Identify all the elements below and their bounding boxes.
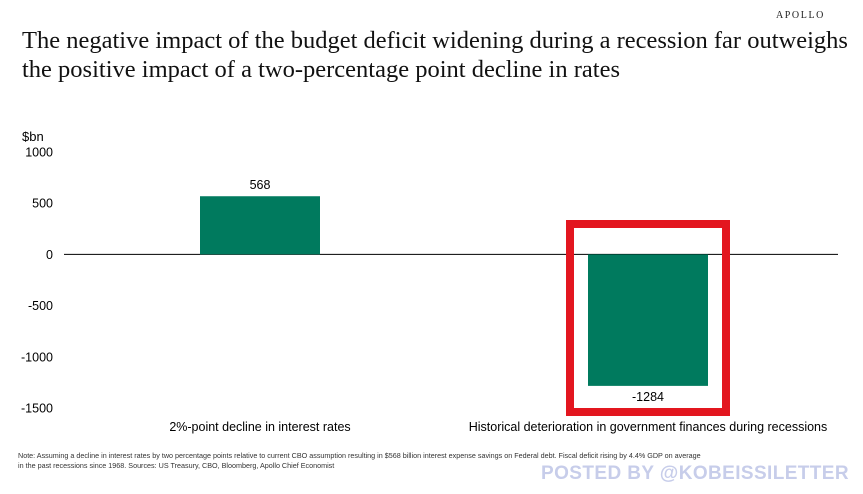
footnote: Note: Assuming a decline in interest rat… xyxy=(18,451,718,470)
bar xyxy=(588,254,708,386)
bars-group: 568 -1284 xyxy=(200,178,708,404)
y-tick-label: -1000 xyxy=(21,350,53,364)
chart-title: The negative impact of the budget defici… xyxy=(22,26,848,84)
footnote-line-1: Note: Assuming a decline in interest rat… xyxy=(18,451,701,460)
highlight-group xyxy=(566,220,730,416)
y-axis-ticks: 1000 500 0 -500 -1000 -1500 xyxy=(21,146,53,416)
x-category-label: 2%-point decline in interest rates xyxy=(169,420,350,434)
highlight-box xyxy=(566,220,730,416)
y-tick-label: 500 xyxy=(32,197,53,211)
chart-title-line-1: The negative impact of the budget defici… xyxy=(22,27,848,54)
y-tick-label: 0 xyxy=(46,248,53,262)
x-category-label: Historical deterioration in government f… xyxy=(469,420,828,434)
footnote-line-2: in the past recessions since 1968. Sourc… xyxy=(18,460,335,470)
bar xyxy=(200,196,320,255)
x-axis-labels: 2%-point decline in interest rates Histor… xyxy=(169,420,827,434)
y-axis-label: $bn xyxy=(22,129,44,144)
y-tick-label: -500 xyxy=(28,299,53,313)
y-tick-label: 1000 xyxy=(25,146,53,160)
brand-logo-text: APOLLO xyxy=(775,10,825,21)
chart-title-line-2: the positive impact of a two-percentage … xyxy=(22,56,620,83)
y-tick-label: -1500 xyxy=(21,402,53,416)
bar-data-label: 568 xyxy=(250,178,271,192)
watermark: POSTED BY @KOBEISSILETTER xyxy=(541,463,849,484)
bar-data-label: -1284 xyxy=(632,390,664,404)
